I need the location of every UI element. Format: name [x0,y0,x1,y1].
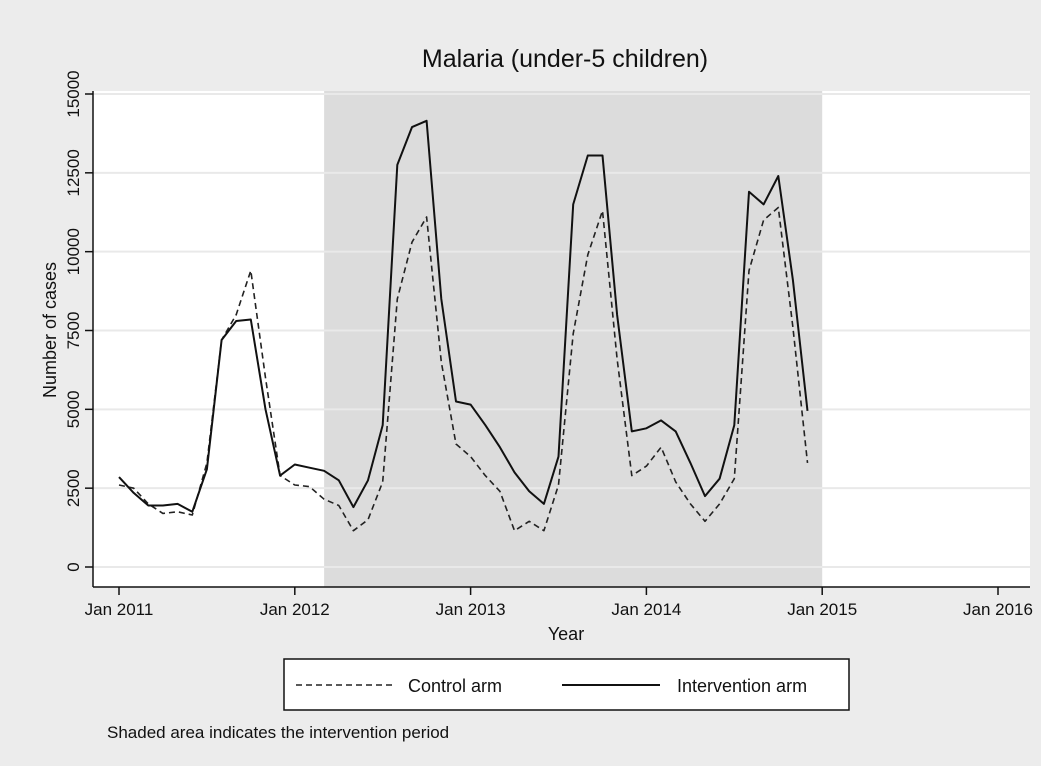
y-axis-label: Number of cases [40,262,60,398]
x-tick-label: Jan 2012 [260,600,330,619]
intervention-period-shading [324,91,823,587]
y-tick-label: 15000 [64,70,83,117]
x-tick-label: Jan 2015 [787,600,857,619]
legend: Control arm Intervention arm [283,658,850,711]
x-tick-label: Jan 2013 [436,600,506,619]
y-tick-label: 12500 [64,149,83,196]
y-tick-label: 2500 [64,469,83,507]
series-line-intervention-arm [118,119,809,513]
chart-title: Malaria (under-5 children) [422,45,708,73]
axes: 0 2500 5000 7500 10000 12500 15000 Jan 2011 Jan … [64,70,1033,619]
y-tick-label: 10000 [64,228,83,275]
x-axis-label: Year [548,624,584,644]
y-tick-label: 7500 [64,312,83,350]
x-tick-label: Jan 2014 [611,600,681,619]
series-lines [118,119,809,532]
y-tick-label: 0 [64,562,83,571]
legend-label-control-arm: Control arm [408,676,502,696]
series-line-control-arm [118,206,809,532]
x-tick-label: Jan 2011 [85,600,154,619]
x-tick-label: Jan 2016 [963,600,1033,619]
y-tick-label: 5000 [64,390,83,428]
chart-note: Shaded area indicates the intervention p… [107,723,449,742]
legend-label-intervention-arm: Intervention arm [677,676,807,696]
